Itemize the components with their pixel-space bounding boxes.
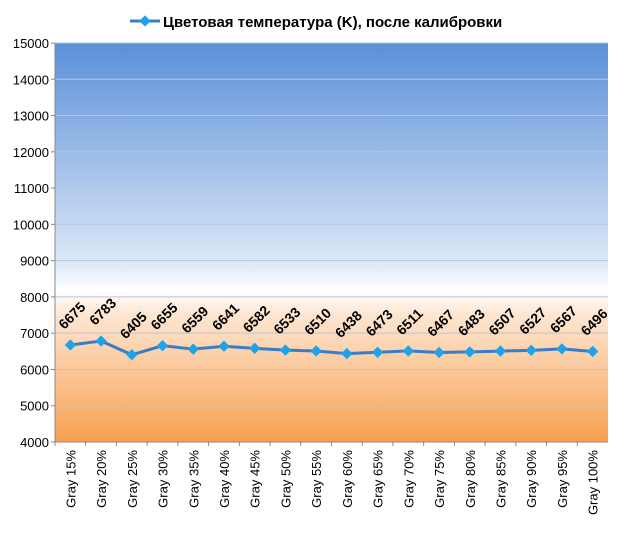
y-tick-label: 13000 — [13, 109, 49, 124]
data-point — [402, 345, 414, 357]
x-tick-label: Gray 75% — [432, 450, 447, 508]
y-tick-label: 12000 — [13, 145, 49, 160]
x-tick-label: Gray 25% — [125, 450, 140, 508]
legend: Цветовая температура (K), после калибров… — [130, 14, 502, 31]
y-tick-label: 8000 — [20, 290, 49, 305]
x-tick-label: Gray 40% — [217, 450, 232, 508]
y-tick-label: 11000 — [14, 181, 49, 196]
x-tick-label: Gray 80% — [463, 450, 478, 508]
legend-label: Цветовая температура (K), после калибров… — [163, 14, 502, 31]
y-tick-label: 7000 — [20, 326, 49, 341]
y-tick-label: 4000 — [20, 435, 49, 450]
data-point — [156, 340, 169, 352]
data-point — [310, 345, 322, 357]
data-point — [279, 344, 292, 356]
x-tick-label: Gray 90% — [524, 450, 539, 508]
x-tick-label: Gray 60% — [340, 450, 355, 508]
x-tick-label: Gray 85% — [493, 450, 508, 508]
data-point — [433, 346, 445, 359]
x-tick-label: Gray 95% — [555, 450, 570, 508]
x-tick-label: Gray 50% — [278, 450, 293, 508]
data-point — [494, 345, 507, 357]
data-point — [341, 347, 353, 360]
plot-area — [55, 43, 608, 442]
x-tick-label: Gray 55% — [309, 450, 324, 508]
x-tick-label: Gray 45% — [248, 450, 263, 508]
y-tick-label: 10000 — [13, 217, 49, 232]
y-tick-label: 14000 — [13, 72, 49, 87]
x-tick-label: Gray 15% — [63, 450, 78, 508]
legend-marker — [139, 15, 151, 27]
data-point — [586, 345, 599, 358]
x-tick-label: Gray 35% — [186, 450, 201, 508]
y-tick-label: 6000 — [20, 362, 49, 377]
x-tick-label: Gray 30% — [156, 450, 171, 508]
data-point — [464, 346, 476, 358]
x-tick-label: Gray 65% — [371, 450, 386, 508]
data-point — [556, 343, 568, 355]
data-point — [371, 346, 384, 358]
data-point — [218, 340, 230, 352]
y-tick-label: 9000 — [20, 254, 49, 269]
x-tick-label: Gray 20% — [94, 450, 109, 508]
x-tick-label: Gray 100% — [586, 450, 601, 515]
y-tick-label: 5000 — [20, 399, 49, 414]
data-point — [525, 344, 537, 356]
data-point — [249, 342, 261, 355]
data-point — [187, 343, 199, 355]
y-tick-label: 15000 — [13, 36, 49, 51]
x-tick-label: Gray 70% — [401, 450, 416, 508]
